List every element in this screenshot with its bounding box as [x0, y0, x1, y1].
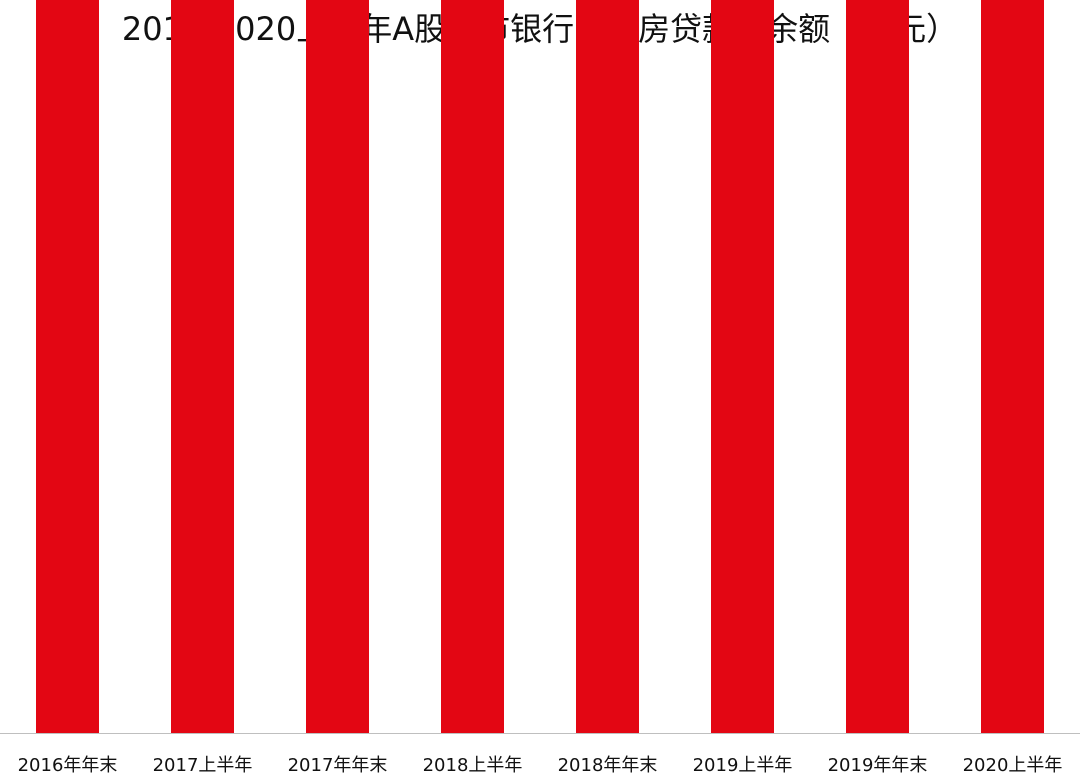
x-tick-label-6: 2019上半年 [693, 755, 793, 776]
bar-7 [846, 0, 909, 734]
bar-5 [576, 0, 639, 734]
x-tick-label-4: 2018上半年 [423, 755, 523, 776]
x-tick-label-2: 2017上半年 [153, 755, 253, 776]
x-tick-label-1: 2016年年末 [18, 755, 118, 776]
bar-2 [171, 0, 234, 733]
x-tick-label-8: 2020上半年 [963, 755, 1063, 776]
bar-1 [36, 0, 99, 734]
x-tick-label-5: 2018年年末 [558, 755, 658, 776]
x-tick-label-3: 2017年年末 [288, 755, 388, 776]
bar-4 [441, 0, 504, 734]
chart-title: 2016-2020上半年A股上市银行的涉房贷款总余额（亿元） [121, 10, 959, 48]
bar-3 [306, 0, 369, 734]
x-tick-label-7: 2019年年末 [828, 755, 928, 776]
bar-6 [711, 0, 774, 733]
bar-8 [981, 0, 1044, 734]
